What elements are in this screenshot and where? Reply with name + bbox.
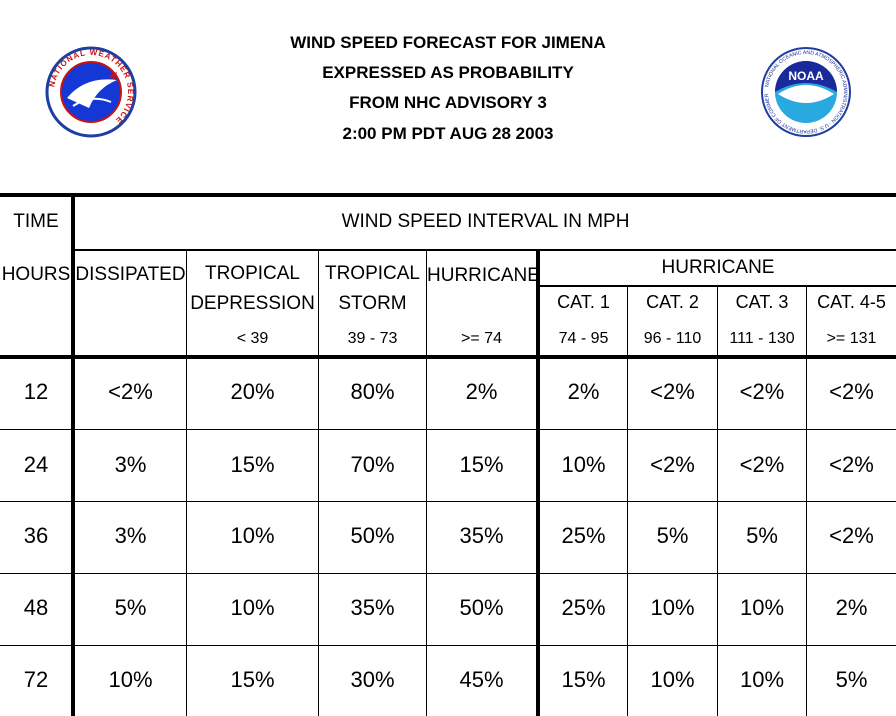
probability-cell: 10% bbox=[230, 523, 275, 548]
probability-cell: 3% bbox=[114, 523, 147, 548]
hour-cell: 48 bbox=[23, 595, 49, 620]
col-ts-line1: TROPICAL bbox=[324, 263, 421, 284]
col-hurricane-range: >= 74 bbox=[461, 330, 502, 347]
probability-cell: 10% bbox=[650, 595, 695, 620]
col-cat1-range: 74 - 95 bbox=[558, 330, 609, 347]
col-td-line1: TROPICAL bbox=[204, 263, 301, 284]
hour-cell: 12 bbox=[23, 379, 49, 404]
time-column-border bbox=[71, 193, 75, 716]
col-cat1: CAT. 1 bbox=[557, 292, 610, 312]
probability-cell: 30% bbox=[350, 667, 395, 692]
hour-cell: 72 bbox=[23, 667, 49, 692]
probability-cell: 35% bbox=[350, 595, 395, 620]
probability-cell: 5% bbox=[746, 523, 778, 548]
probability-cell: 50% bbox=[459, 595, 504, 620]
probability-cell: 70% bbox=[350, 452, 395, 477]
noaa-logo-icon: NOAA NATIONAL OCEANIC AND ATMOSPHERIC AD… bbox=[760, 46, 851, 137]
probability-cell: 2% bbox=[835, 595, 868, 620]
probability-cell: <2% bbox=[650, 379, 695, 404]
probability-cell: <2% bbox=[829, 452, 874, 477]
probability-cell: 15% bbox=[459, 452, 504, 477]
column-divider bbox=[186, 250, 187, 716]
col-cat3-range: 111 - 130 bbox=[729, 330, 795, 347]
probability-cell: <2% bbox=[739, 452, 785, 477]
row-divider bbox=[0, 429, 896, 430]
nws-logo-icon: NATIONAL WEATHER SERVICE bbox=[45, 46, 137, 138]
col-td-line2: DEPRESSION bbox=[190, 293, 315, 314]
hour-cell: 36 bbox=[23, 523, 49, 548]
hours-label: HOURS bbox=[1, 264, 71, 285]
col-cat2: CAT. 2 bbox=[646, 292, 699, 312]
hurricane-group-border bbox=[536, 250, 540, 716]
probability-cell: 2% bbox=[465, 379, 498, 404]
col-dissipated: DISSIPATED bbox=[75, 264, 186, 285]
col-cat45-range: >= 131 bbox=[826, 330, 877, 347]
column-divider bbox=[717, 286, 718, 716]
col-hurricane: HURRICANE bbox=[427, 265, 540, 286]
probability-cell: 10% bbox=[739, 595, 785, 620]
probability-cell: 5% bbox=[114, 595, 147, 620]
table-top-border bbox=[0, 193, 896, 197]
col-cat45: CAT. 4-5 bbox=[817, 292, 886, 312]
probability-cell: <2% bbox=[108, 379, 153, 404]
header-bottom-border bbox=[0, 355, 896, 359]
probability-cell: 45% bbox=[459, 667, 504, 692]
row-divider bbox=[0, 573, 896, 574]
col-cat3: CAT. 3 bbox=[735, 292, 789, 312]
probability-cell: 10% bbox=[739, 667, 785, 692]
probability-cell: 25% bbox=[561, 523, 606, 548]
probability-cell: 50% bbox=[350, 523, 395, 548]
row-divider bbox=[0, 645, 896, 646]
hour-cell: 24 bbox=[23, 452, 49, 477]
probability-cell: <2% bbox=[829, 523, 874, 548]
probability-cell: 10% bbox=[108, 667, 153, 692]
header-divider bbox=[72, 249, 896, 251]
time-label: TIME bbox=[13, 211, 59, 232]
column-divider bbox=[627, 286, 628, 716]
title-line-2: EXPRESSED AS PROBABILITY bbox=[322, 63, 574, 82]
col-ts-range: 39 - 73 bbox=[347, 330, 398, 347]
column-divider bbox=[426, 250, 427, 716]
row-divider bbox=[0, 501, 896, 502]
probability-cell: <2% bbox=[650, 452, 695, 477]
probability-cell: 15% bbox=[230, 667, 275, 692]
probability-cell: 10% bbox=[230, 595, 275, 620]
probability-cell: 15% bbox=[230, 452, 275, 477]
probability-cell: 10% bbox=[561, 452, 606, 477]
title-line-1: WIND SPEED FORECAST FOR JIMENA bbox=[290, 33, 606, 52]
probability-cell: 5% bbox=[835, 667, 868, 692]
title-line-3: FROM NHC ADVISORY 3 bbox=[349, 93, 547, 112]
column-divider bbox=[806, 286, 807, 716]
probability-cell: <2% bbox=[829, 379, 874, 404]
title-line-4: 2:00 PM PDT AUG 28 2003 bbox=[342, 124, 554, 143]
col-ts-line2: STORM bbox=[338, 293, 407, 314]
probability-cell: <2% bbox=[739, 379, 785, 404]
probability-cell: 20% bbox=[230, 379, 275, 404]
noaa-logo-label: NOAA bbox=[788, 69, 824, 83]
probability-cell: 10% bbox=[650, 667, 695, 692]
column-divider bbox=[318, 250, 319, 716]
probability-cell: 35% bbox=[459, 523, 504, 548]
probability-cell: 2% bbox=[567, 379, 600, 404]
probability-cell: 15% bbox=[561, 667, 606, 692]
col-cat2-range: 96 - 110 bbox=[643, 330, 702, 347]
col-td-range: < 39 bbox=[236, 330, 269, 347]
probability-cell: 3% bbox=[114, 452, 147, 477]
hurricane-group-label: HURRICANE bbox=[661, 257, 775, 278]
probability-cell: 5% bbox=[656, 523, 689, 548]
probability-cell: 25% bbox=[561, 595, 606, 620]
probability-cell: 80% bbox=[350, 379, 395, 404]
interval-title: WIND SPEED INTERVAL IN MPH bbox=[341, 211, 630, 232]
